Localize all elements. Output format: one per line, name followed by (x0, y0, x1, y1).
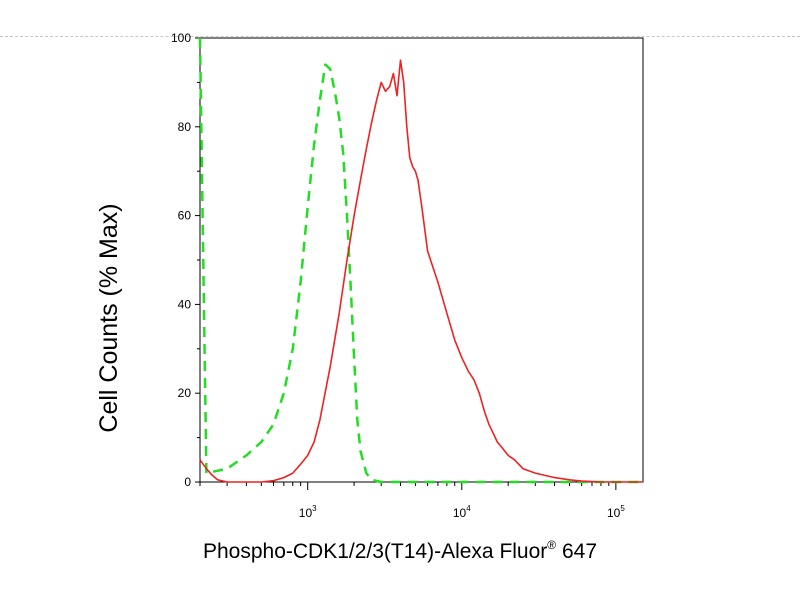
x-tick-label: 105 (607, 504, 625, 520)
y-tick-label: 20 (178, 386, 192, 400)
plot-border (199, 37, 644, 483)
x-axis-ticks: 103 104 105 (199, 482, 625, 520)
plot-frame (199, 37, 644, 483)
top-divider (0, 36, 800, 37)
y-tick-label: 0 (184, 475, 191, 489)
x-axis-label-registered-mark: ® (547, 538, 556, 552)
series-layer (198, 37, 643, 484)
y-tick-label: 100 (171, 31, 191, 45)
x-tick-label: 104 (453, 504, 471, 520)
x-tick-label: 103 (299, 504, 317, 520)
x-axis-label: Phospho-CDK1/2/3(T14)-Alexa Fluor® 647 (203, 538, 597, 563)
y-tick-label: 80 (178, 120, 192, 134)
y-tick-label: 40 (178, 297, 192, 311)
x-axis-label-tail: 647 (556, 540, 597, 563)
y-tick-label: 60 (178, 209, 192, 223)
x-axis-label-main: Phospho-CDK1/2/3(T14)-Alexa Fluor (203, 540, 547, 563)
y-axis-ticks: 0 20 40 60 80 100 (171, 31, 200, 489)
y-axis-label: Cell Counts (% Max) (95, 203, 123, 432)
sample-series-line (199, 59, 643, 483)
control-series-line (198, 37, 643, 484)
